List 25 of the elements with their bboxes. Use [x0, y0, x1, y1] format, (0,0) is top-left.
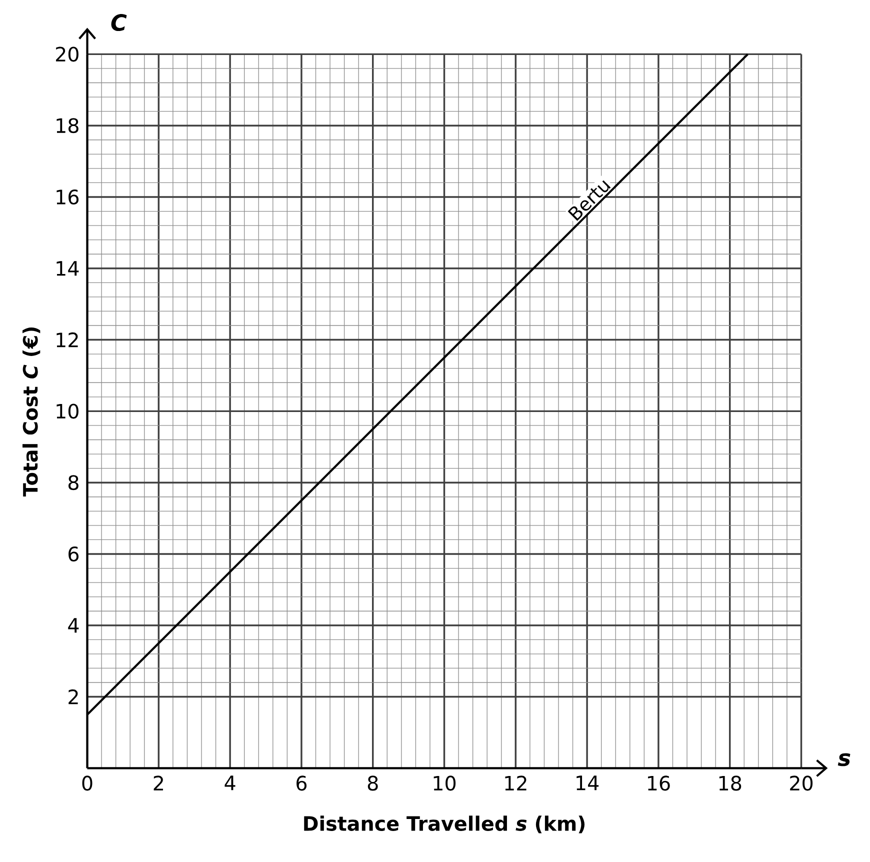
x-tick-label: 20 [790, 776, 813, 791]
x-tick-label: 18 [719, 776, 742, 791]
y-tick-label: 2 [68, 689, 78, 704]
x-axis-title: Distance Travelled s (km) [304, 816, 585, 834]
x-tick-label: 4 [224, 776, 236, 790]
y-tick-label: 6 [68, 546, 79, 562]
y-tick-label: 18 [56, 118, 78, 134]
text: C [111, 14, 127, 31]
x-tick-label: 0 [82, 776, 92, 791]
y-tick-label: 20 [56, 46, 78, 62]
x-tick-label: 10 [434, 776, 456, 791]
y-tick-label: 10 [56, 404, 78, 419]
y-tick-label: 8 [68, 475, 78, 490]
y-tick-label: 4 [68, 618, 79, 633]
x-tick-label: 14 [576, 776, 599, 790]
x-tick-label: 16 [648, 776, 670, 791]
text: s [838, 753, 850, 766]
y-tick-label: 16 [56, 189, 79, 204]
x-tick-label: 8 [368, 776, 378, 791]
y-axis-title: Total Cost C (€) [22, 327, 40, 496]
x-tick-label: 2 [154, 776, 163, 790]
x-tick-label: 6 [296, 776, 307, 791]
y-tick-label: 12 [56, 332, 78, 348]
y-tick-label: 14 [56, 261, 79, 276]
x-tick-label: 12 [505, 776, 526, 790]
